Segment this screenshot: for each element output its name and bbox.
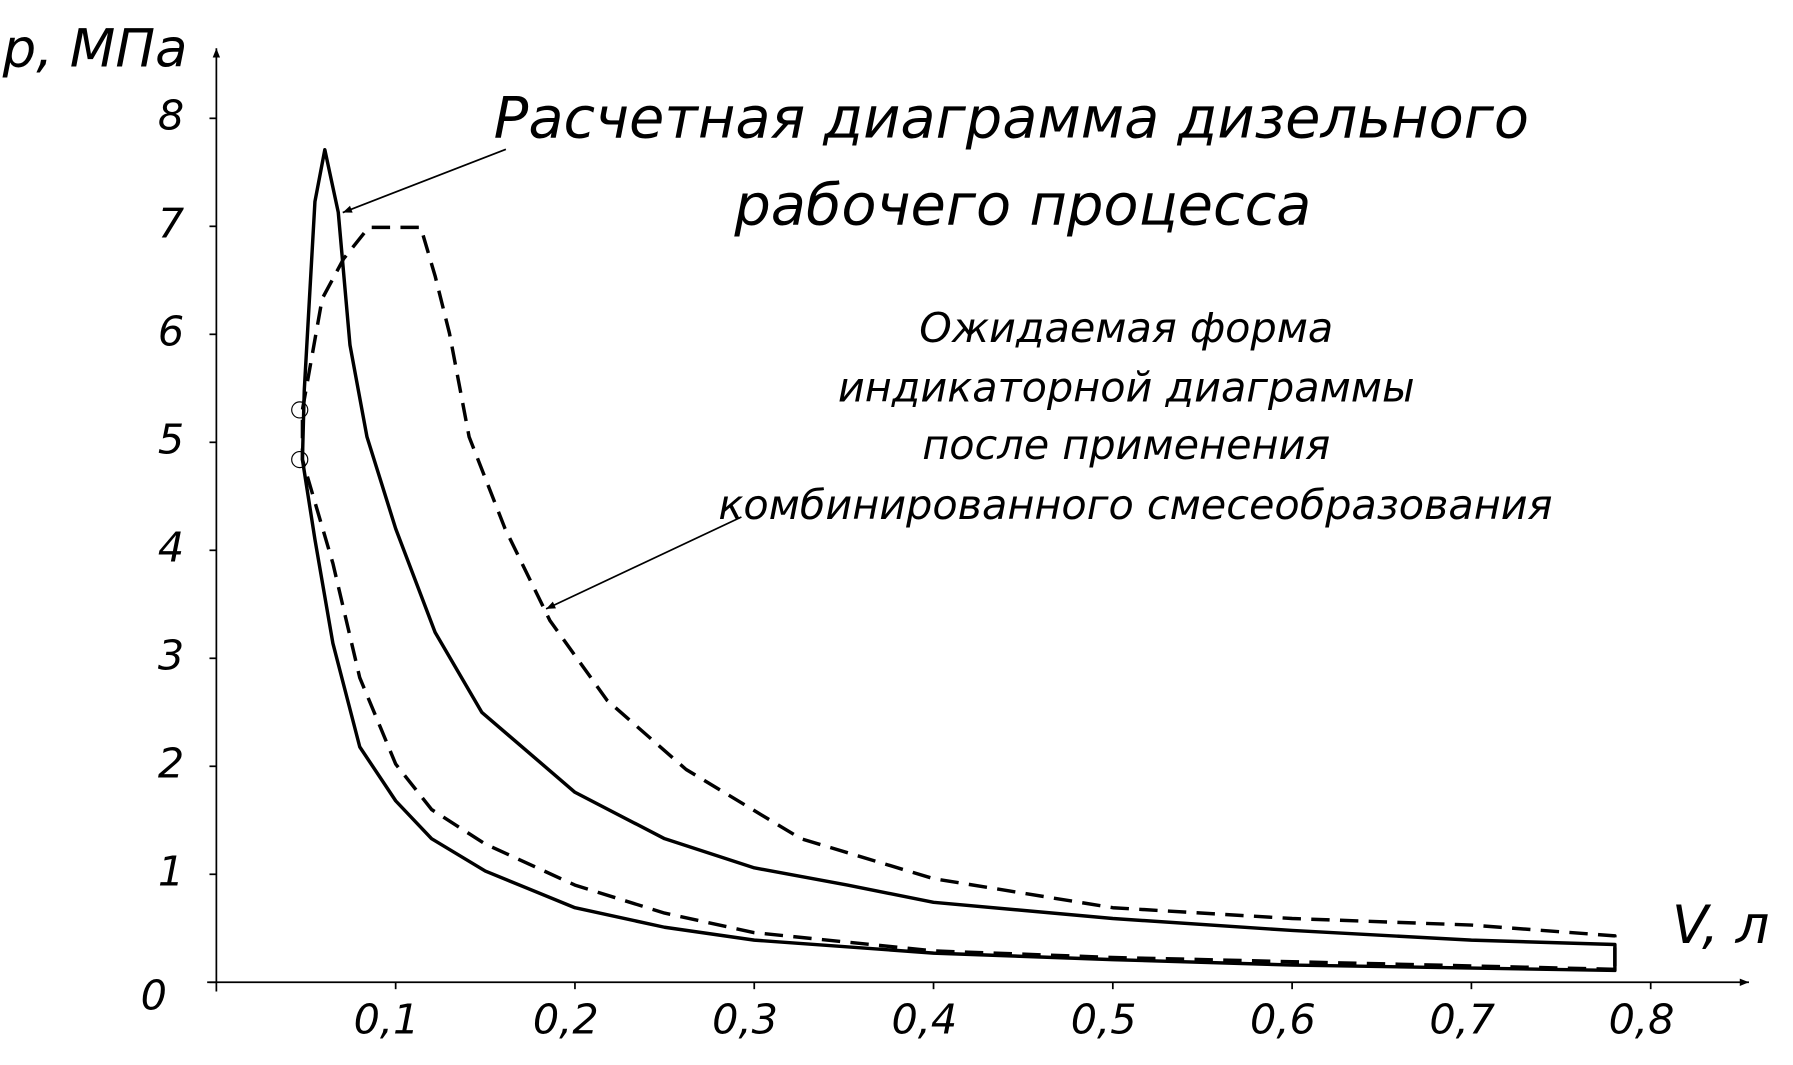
y-tick-label: 6	[158, 307, 184, 355]
y-tick-label: 8	[158, 91, 184, 139]
y-tick-label: 2	[158, 739, 184, 787]
x-tick-label: 0,3	[712, 995, 778, 1043]
leader-arrow	[342, 148, 507, 214]
y-tick-label: 4	[158, 523, 184, 571]
annotation-line: комбинированного смесеобразования	[718, 481, 1552, 529]
y-tick-label: 5	[158, 415, 184, 463]
series-line	[300, 147, 1617, 973]
title-line: рабочего процесса	[733, 172, 1311, 239]
annotation-line: Ожидаемая форма	[919, 304, 1333, 352]
x-axis-label: V, л	[1672, 895, 1769, 956]
point-marker	[291, 450, 309, 469]
x-tick-label: 0,7	[1429, 995, 1495, 1043]
y-tick-label: 0	[141, 971, 167, 1019]
point-marker	[291, 401, 309, 419]
x-tick-label: 0,6	[1250, 995, 1316, 1043]
title-line: Расчетная диаграмма дизельного	[494, 84, 1529, 151]
x-tick-label: 0,4	[891, 995, 957, 1043]
y-axis-label: p, МПа	[2, 18, 188, 79]
y-tick-label: 1	[158, 847, 184, 895]
annotation-line: индикаторной диаграммы	[838, 364, 1415, 412]
x-tick-label: 0,8	[1609, 995, 1675, 1043]
y-tick-label: 3	[158, 631, 184, 679]
x-tick-label: 0,2	[533, 995, 599, 1043]
annotation-line: после применения	[922, 421, 1330, 469]
series-line	[300, 225, 1617, 972]
x-tick-label: 0,5	[1071, 995, 1137, 1043]
x-tick-label: 0,1	[354, 995, 420, 1043]
y-tick-label: 7	[158, 199, 184, 247]
leader-arrow	[545, 516, 742, 610]
